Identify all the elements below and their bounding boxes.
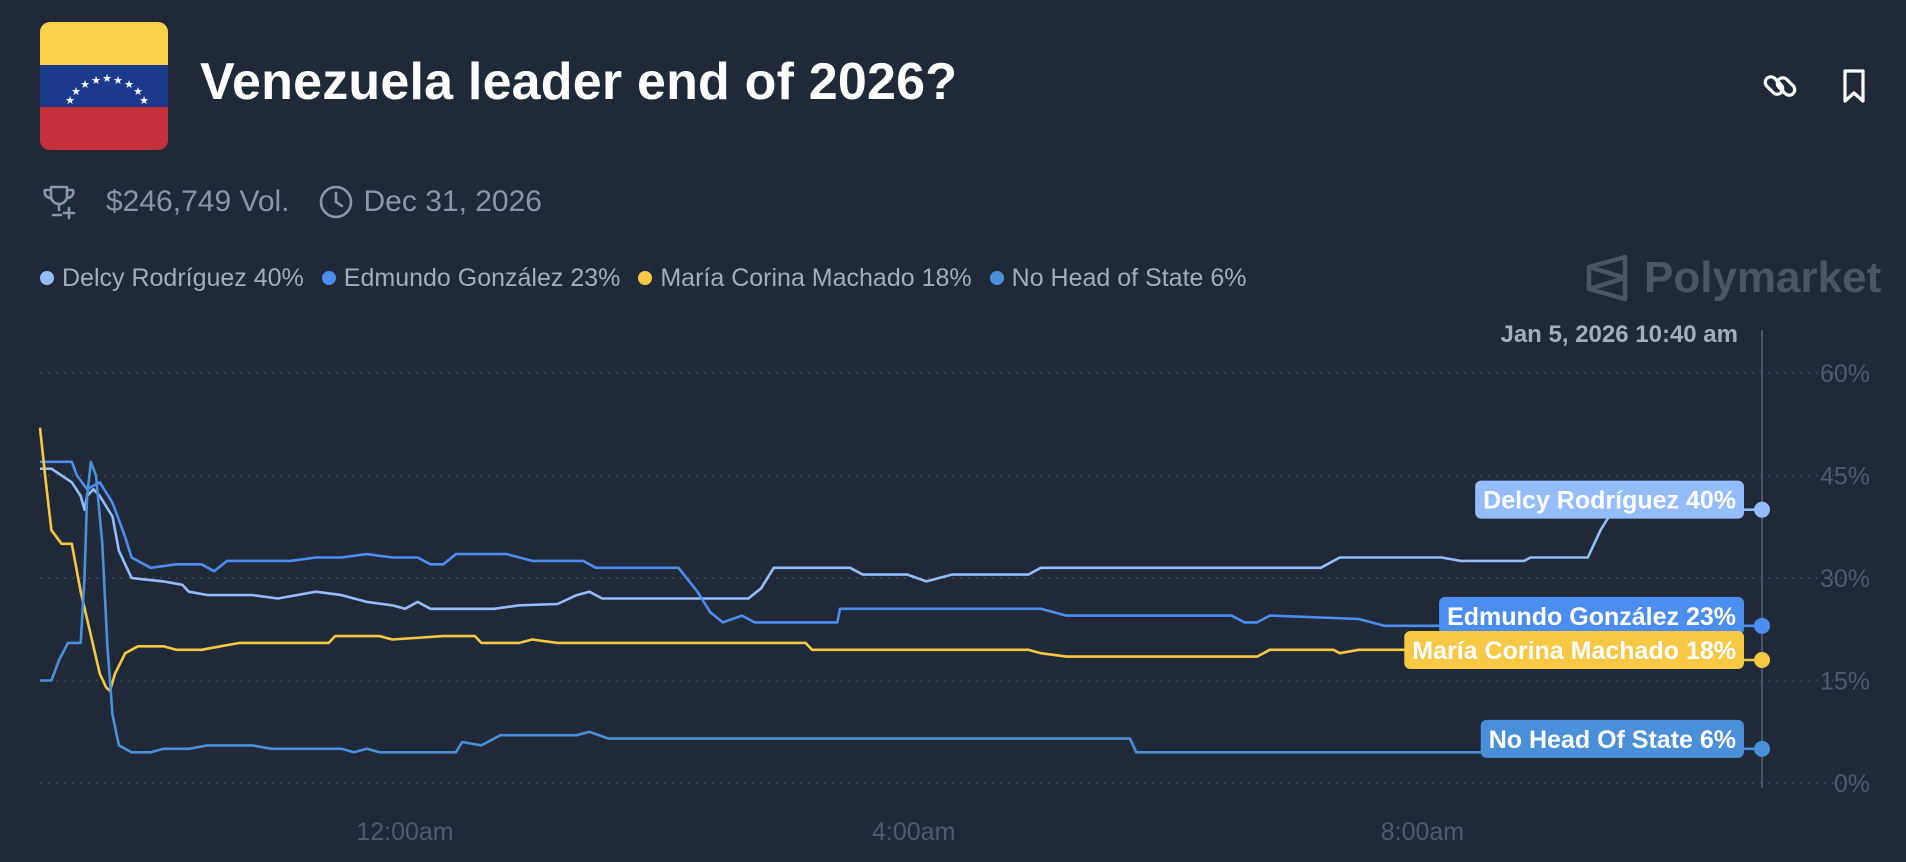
svg-text:★: ★: [133, 85, 143, 98]
svg-text:Edmundo González 23%: Edmundo González 23%: [1447, 603, 1736, 631]
venezuela-flag-icon: ★ ★ ★ ★ ★ ★ ★ ★ ★: [40, 22, 168, 150]
series-end-dot-0: [1754, 501, 1770, 518]
legend-item-delcy[interactable]: Delcy Rodríguez 40%: [40, 264, 304, 293]
legend-label: Delcy Rodríguez 40%: [62, 263, 304, 292]
legend-label: No Head of State 6%: [1011, 263, 1247, 292]
trophy-plus-icon: [40, 182, 80, 222]
clock-icon: [316, 182, 356, 222]
y-tick-label: 15%: [1820, 668, 1870, 696]
end-date-text: Dec 31, 2026: [363, 185, 542, 218]
page-title: Venezuela leader end of 2026?: [200, 53, 958, 111]
series-line-2: [38, 427, 1762, 693]
y-tick-label: 30%: [1820, 565, 1870, 593]
svg-text:No Head Of State 6%: No Head Of State 6%: [1489, 726, 1736, 754]
series-line-3: [40, 460, 1762, 754]
legend-dot: [989, 271, 1004, 285]
svg-text:★: ★: [71, 85, 81, 98]
chart-legend: Delcy Rodríguez 40% Edmundo González 23%…: [40, 262, 1247, 294]
series-end-label-3: No Head Of State 6%: [1480, 719, 1744, 758]
svg-text:★: ★: [102, 72, 112, 85]
y-tick-label: 0%: [1834, 770, 1870, 798]
flag-stripe-yellow: [40, 22, 168, 65]
flag-stars: ★ ★ ★ ★ ★ ★ ★ ★ ★: [65, 72, 149, 107]
series-end-label-0: Delcy Rodríguez 40%: [1475, 480, 1744, 519]
series-line-1: [40, 460, 1762, 628]
x-tick-label: 12:00am: [356, 818, 453, 846]
legend-dot: [321, 271, 336, 285]
series-end-label-2: María Corina Machado 18%: [1404, 631, 1744, 669]
series-end-dot-2: [1754, 652, 1770, 668]
polymarket-icon: [1586, 254, 1628, 302]
series-end-label-1: Edmundo González 23%: [1439, 596, 1744, 635]
svg-text:Delcy Rodríguez 40%: Delcy Rodríguez 40%: [1483, 487, 1736, 515]
hover-date-label: Jan 5, 2026 10:40 am: [1500, 321, 1738, 348]
legend-item-edmundo[interactable]: Edmundo González 23%: [321, 263, 621, 293]
svg-text:★: ★: [139, 94, 149, 107]
legend-item-maria[interactable]: María Corina Machado 18%: [638, 263, 972, 293]
y-tick-label: 60%: [1820, 360, 1870, 388]
svg-text:★: ★: [65, 94, 75, 107]
y-tick-label: 45%: [1820, 463, 1870, 491]
svg-text:★: ★: [91, 74, 101, 87]
svg-text:★: ★: [124, 78, 134, 91]
legend-dot: [638, 271, 653, 285]
legend-label: Edmundo González 23%: [343, 263, 621, 292]
series-end-dot-3: [1754, 740, 1770, 757]
flag-stripe-red: [40, 107, 168, 150]
link-icon[interactable]: [1760, 66, 1800, 106]
market-meta: $246,749 Vol. Dec 31, 2026: [40, 178, 542, 226]
flag-stripe-blue: [40, 65, 168, 107]
legend-item-no-head[interactable]: No Head of State 6%: [989, 263, 1247, 293]
legend-label: María Corina Machado 18%: [660, 263, 972, 292]
svg-text:María Corina Machado 18%: María Corina Machado 18%: [1412, 637, 1736, 665]
polymarket-logo: Polymarket: [1584, 250, 1881, 306]
bookmark-icon[interactable]: [1834, 66, 1874, 106]
x-tick-label: 8:00am: [1381, 818, 1464, 846]
volume-text: $246,749 Vol.: [106, 185, 290, 218]
x-tick-label: 4:00am: [872, 818, 955, 846]
series-end-dot-1: [1754, 617, 1770, 634]
legend-dot: [40, 271, 54, 285]
series-line-0: [40, 467, 1762, 611]
svg-text:★: ★: [113, 74, 123, 87]
svg-text:★: ★: [80, 78, 90, 91]
brand-name: Polymarket: [1644, 253, 1882, 302]
